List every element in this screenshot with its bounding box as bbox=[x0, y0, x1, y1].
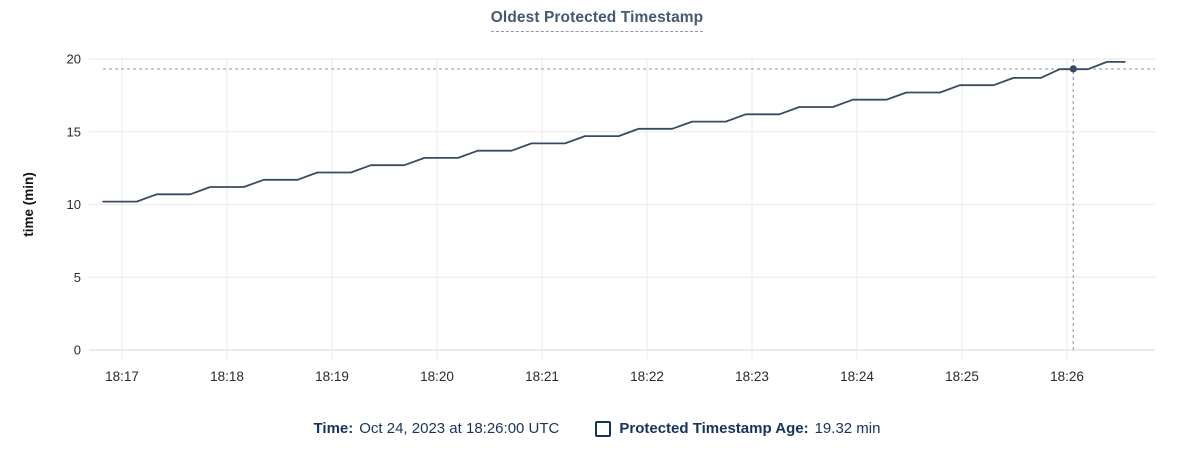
chart-title[interactable]: Oldest Protected Timestamp bbox=[490, 9, 704, 32]
legend-series-label: Protected Timestamp Age: bbox=[619, 420, 809, 437]
x-tick-label: 18:24 bbox=[840, 369, 874, 384]
x-tick-label: 18:17 bbox=[105, 369, 139, 384]
x-tick-label: 18:21 bbox=[525, 369, 559, 384]
legend-series-toggle[interactable]: Protected Timestamp Age: 19.32 min bbox=[595, 420, 880, 437]
x-tick-label: 18:19 bbox=[315, 369, 349, 384]
y-tick-label: 10 bbox=[67, 197, 81, 212]
y-tick-label: 15 bbox=[67, 124, 81, 139]
x-tick-label: 18:22 bbox=[630, 369, 664, 384]
x-tick-label: 18:20 bbox=[420, 369, 454, 384]
chart-legend: Time: Oct 24, 2023 at 18:26:00 UTC Prote… bbox=[0, 420, 1194, 437]
hover-point-marker bbox=[1069, 65, 1077, 73]
title-row: Oldest Protected Timestamp bbox=[0, 9, 1194, 32]
series-checkbox-icon[interactable] bbox=[595, 420, 612, 437]
x-tick-label: 18:23 bbox=[735, 369, 769, 384]
x-tick-label: 18:18 bbox=[210, 369, 244, 384]
y-tick-label: 5 bbox=[74, 270, 81, 285]
y-axis-title: time (min) bbox=[21, 172, 36, 237]
x-tick-label: 18:26 bbox=[1050, 369, 1084, 384]
legend-time: Time: Oct 24, 2023 at 18:26:00 UTC bbox=[314, 420, 560, 437]
legend-series-value: 19.32 min bbox=[814, 420, 881, 437]
legend-time-value: Oct 24, 2023 at 18:26:00 UTC bbox=[359, 420, 560, 437]
line-chart-canvas[interactable]: 0 5 10 15 20 18:17 18:18 18:19 18:20 18:21 18:22 18… bbox=[0, 40, 1194, 396]
y-tick-label: 20 bbox=[67, 52, 81, 67]
series-line bbox=[102, 60, 1126, 203]
x-tick-label: 18:25 bbox=[945, 369, 979, 384]
y-tick-label: 0 bbox=[74, 343, 81, 358]
legend-time-label: Time: bbox=[313, 420, 354, 437]
